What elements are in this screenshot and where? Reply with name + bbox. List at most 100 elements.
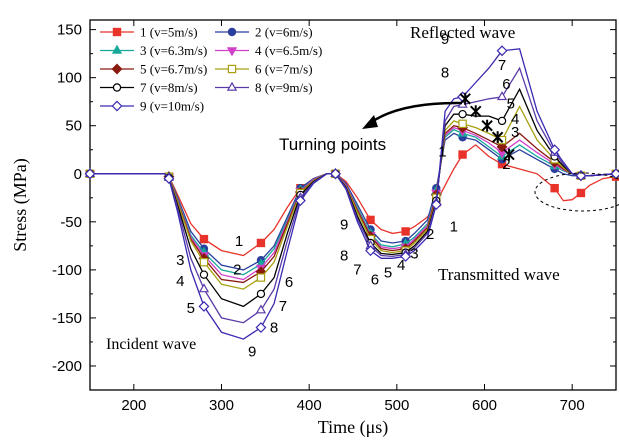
legend-label: 8 (v=9m/s) <box>255 80 313 95</box>
annotations: Reflected wave Turning points Transmitte… <box>106 23 619 353</box>
series-point <box>256 289 266 299</box>
curve-number-label: 9 <box>340 217 348 234</box>
series-point <box>365 245 376 257</box>
x-axis-title: Time (μs) <box>318 417 389 438</box>
highlight-ellipse <box>534 172 619 212</box>
turning-point-marker <box>470 105 482 118</box>
y-tick-label: -50 <box>60 214 82 231</box>
legend-swatch-marker <box>226 47 238 57</box>
curve-number-label: 9 <box>248 343 256 360</box>
curve-number-label: 4 <box>176 273 184 290</box>
curve-number-label: 1 <box>450 218 458 235</box>
series-point <box>198 300 210 312</box>
series-point <box>198 283 210 293</box>
curve-number-label: 2 <box>233 262 241 279</box>
curve-number-label: 8 <box>340 247 348 264</box>
series-line <box>90 132 617 271</box>
y-tick-label: -200 <box>52 358 82 375</box>
curves <box>84 45 619 340</box>
y-tick-label: 150 <box>57 22 82 39</box>
series-point <box>458 150 467 159</box>
curve-number-label: 9 <box>441 31 449 48</box>
plot-frame <box>89 19 617 391</box>
legend-label: 7 (v=8m/s) <box>140 80 198 95</box>
curve-number-label: 2 <box>502 156 510 173</box>
series-line <box>90 126 617 281</box>
series-line <box>90 128 617 276</box>
legend-label: 6 (v=7m/s) <box>255 62 313 77</box>
legend-label: 3 (v=6.3m/s) <box>140 43 207 58</box>
series-point <box>430 199 442 210</box>
legend-swatch-marker <box>227 27 237 37</box>
annotation-turning: Turning points <box>279 135 386 154</box>
curve-number-label: 3 <box>511 124 519 141</box>
series-point <box>496 45 508 57</box>
legend-label: 1 (v=5m/s) <box>140 25 198 40</box>
legend-swatch-marker <box>112 83 122 92</box>
series-point <box>401 227 410 236</box>
curve-number-label: 2 <box>426 226 434 243</box>
legend-item-4: 4 (v=6.5m/s) <box>215 43 322 58</box>
legend-item-2: 2 (v=6m/s) <box>215 25 313 40</box>
x-tick-label: 700 <box>560 397 585 414</box>
series-point <box>256 273 266 282</box>
axis-ticks: 200 300 400 500 600 700150100500-50-100-150-2… <box>52 20 616 414</box>
curve-number-label: 5 <box>507 95 515 112</box>
series-line <box>90 87 617 308</box>
curve-number-label: 8 <box>441 65 449 82</box>
series-point <box>496 141 508 153</box>
series-point <box>255 322 267 333</box>
legend-label: 9 (v=10m/s) <box>140 99 204 114</box>
x-tick-label: 200 <box>121 397 146 414</box>
legend-item-6: 6 (v=7m/s) <box>215 62 313 77</box>
curve-number-label: 7 <box>498 57 506 74</box>
series-point <box>199 270 209 279</box>
series-point <box>576 188 586 198</box>
x-tick-label: 400 <box>297 397 322 414</box>
series-point <box>294 195 306 207</box>
series-9 <box>84 45 619 340</box>
series-point <box>199 234 209 244</box>
curve-number-label: 3 <box>176 252 184 269</box>
curve-number-label: 6 <box>285 274 293 291</box>
curve-number-label: 8 <box>270 319 278 336</box>
legend-item-9: 9 (v=10m/s) <box>100 99 204 114</box>
legend-swatch-marker <box>111 100 123 112</box>
series-point <box>458 109 467 119</box>
series-point <box>549 144 561 156</box>
curve-number-label: 1 <box>235 233 243 250</box>
turning-points-arrow <box>369 101 463 125</box>
legend-label: 5 (v=6.7m/s) <box>140 62 207 77</box>
series-point <box>256 238 266 248</box>
curve-number-label: 5 <box>384 265 392 282</box>
legend-item-5: 5 (v=6.7m/s) <box>100 62 207 77</box>
legend-item-8: 8 (v=9m/s) <box>215 80 313 95</box>
legend-label: 4 (v=6.5m/s) <box>255 43 322 58</box>
y-tick-label: 100 <box>57 70 82 87</box>
curve-number-label: 6 <box>502 76 510 93</box>
legend-item-3: 3 (v=6.3m/s) <box>100 43 207 58</box>
y-tick-label: 50 <box>65 118 82 135</box>
series-point <box>366 215 375 225</box>
series-line <box>90 105 617 290</box>
legend-swatch-marker <box>111 63 123 75</box>
legend-swatch-marker <box>227 64 237 74</box>
series-point <box>458 119 467 128</box>
series-line <box>90 124 617 284</box>
y-tick-label: 0 <box>74 166 82 183</box>
curve-number-label: 4 <box>397 257 405 274</box>
series-point <box>496 91 508 101</box>
series-point <box>400 250 412 262</box>
legend-item-1: 1 (v=5m/s) <box>100 25 198 40</box>
legend-label: 2 (v=6m/s) <box>255 25 313 40</box>
series-line <box>90 144 617 257</box>
annotation-reflected: Reflected wave <box>410 23 515 42</box>
series-point <box>163 173 175 185</box>
x-tick-label: 300 <box>209 397 234 414</box>
annotation-incident: Incident wave <box>106 336 196 353</box>
x-tick-label: 600 <box>472 397 497 414</box>
legend-swatch-marker <box>226 81 238 91</box>
series-point <box>497 116 507 126</box>
